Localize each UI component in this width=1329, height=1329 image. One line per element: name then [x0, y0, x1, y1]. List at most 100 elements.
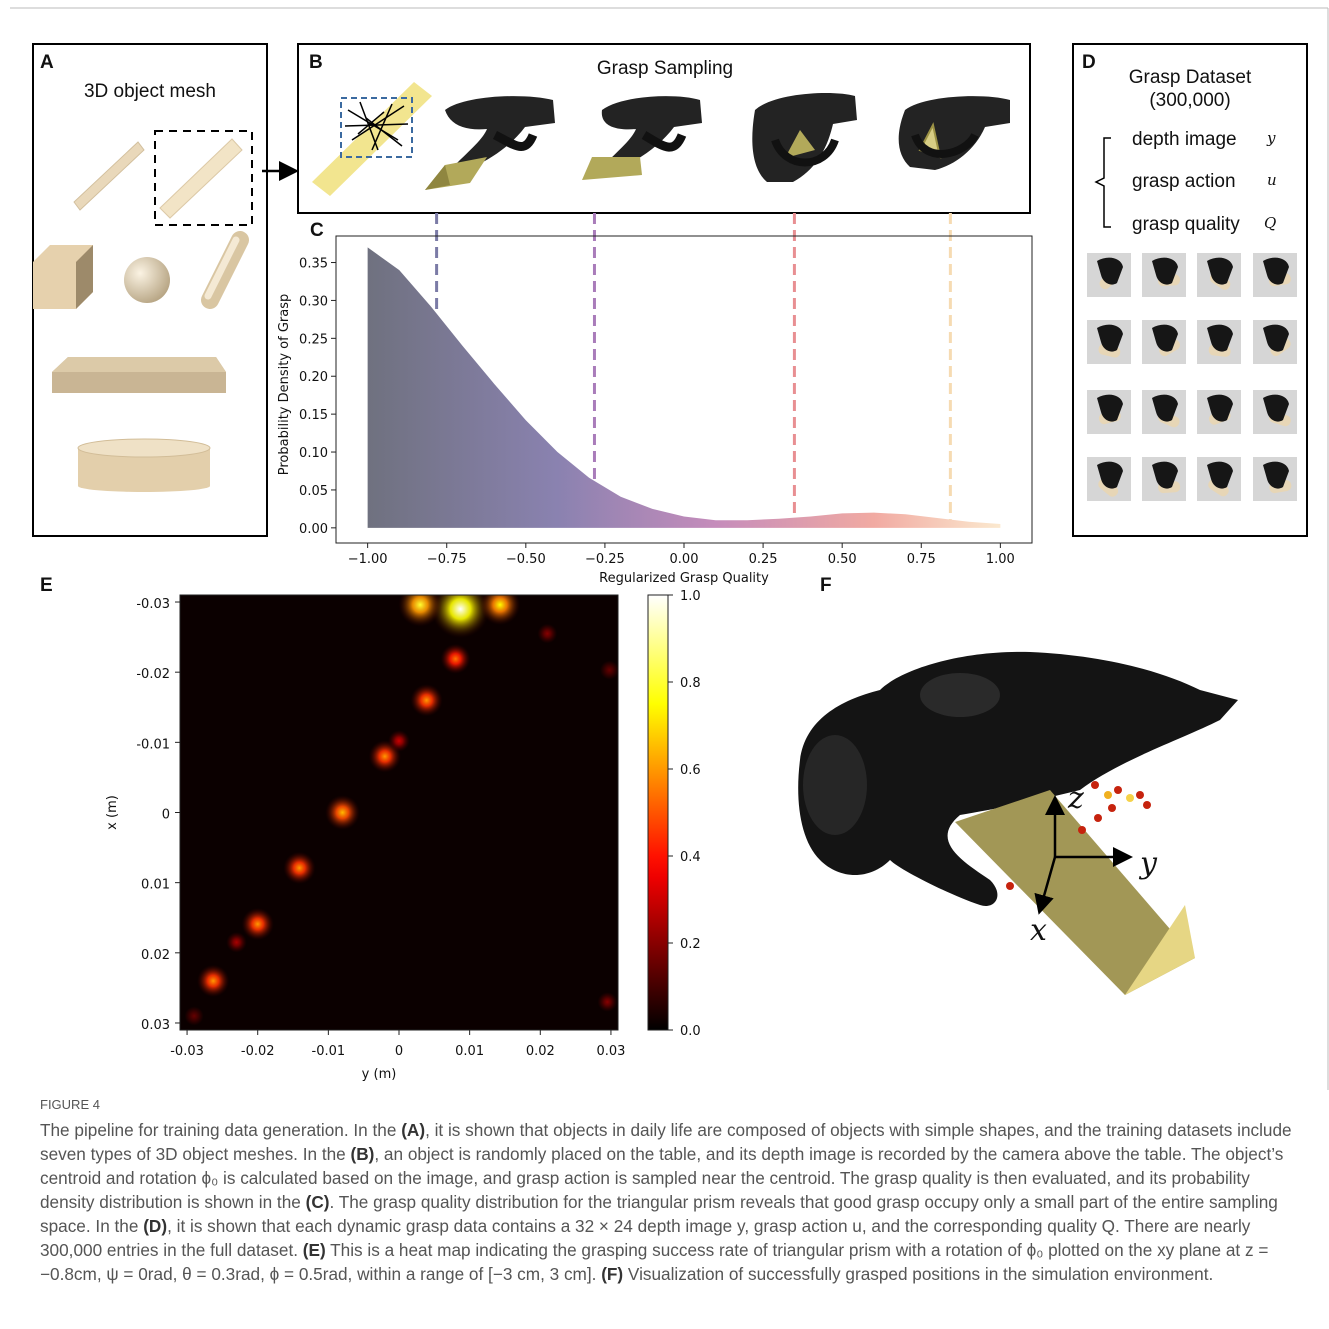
grasp-illustration — [425, 93, 1010, 190]
figure-label: FIGURE 4 — [40, 1097, 1308, 1112]
y-tick-label: 0.10 — [299, 446, 328, 461]
dataset-item: grasp action — [1132, 171, 1236, 192]
heat-spot — [197, 965, 229, 997]
x-tick-label: -0.03 — [170, 1044, 204, 1059]
hand-wrist — [803, 735, 867, 835]
dataset-symbol: y — [1266, 129, 1276, 147]
colorbar-tick-label: 0.6 — [680, 763, 701, 778]
heat-spot — [538, 624, 558, 644]
caption-segment: Visualization of successfully grasped po… — [623, 1264, 1213, 1284]
panel-title: Grasp Sampling — [597, 58, 733, 79]
colorbar — [648, 595, 668, 1030]
y-tick-label: 0.15 — [299, 408, 328, 423]
x-axis-label: y (m) — [362, 1067, 397, 1082]
caption-ref: (D) — [143, 1216, 167, 1236]
mesh-bar — [74, 142, 144, 210]
axis-name: y — [1138, 846, 1158, 881]
y-tick-label: 0.35 — [299, 257, 328, 272]
y-tick-label: 0.00 — [299, 522, 328, 537]
mesh-slab-top — [52, 357, 226, 372]
heatmap-background — [180, 595, 618, 1030]
dataset-symbol: u — [1267, 171, 1277, 189]
panel-label: F — [820, 575, 832, 596]
x-tick-label: 0.25 — [749, 552, 778, 567]
y-tick-label: 0.20 — [299, 370, 328, 385]
caption-ref: (F) — [601, 1264, 623, 1284]
thumbnail-grid — [1087, 253, 1297, 501]
heat-spot — [440, 644, 470, 674]
panel-label: D — [1082, 52, 1096, 73]
x-tick-label: 1.00 — [986, 552, 1015, 567]
dataset-item: depth image — [1132, 129, 1237, 150]
figure: A 3D object mesh B Grasp Sampling C D Gr… — [0, 0, 1329, 1090]
area — [368, 247, 1001, 527]
y-tick-label: -0.03 — [136, 597, 170, 612]
axis-name: z — [1067, 781, 1084, 816]
page: { "panels":{ "a":{"label":"A","title":"3… — [0, 0, 1329, 1329]
y-tick-label: 0.01 — [141, 878, 170, 893]
y-axis-label: x (m) — [105, 795, 120, 830]
heat-spot — [480, 585, 521, 626]
y-tick-label: 0.02 — [141, 948, 170, 963]
panel-label: C — [310, 220, 324, 241]
heat-spot — [410, 684, 442, 716]
y-tick-label: 0.25 — [299, 332, 328, 347]
heat-spot — [598, 992, 618, 1012]
heat-spot — [185, 1007, 204, 1026]
x-tick-label: 0.75 — [907, 552, 936, 567]
dataset-symbol: Q — [1264, 214, 1276, 232]
x-tick-label: −0.75 — [427, 552, 467, 567]
y-tick-label: -0.01 — [136, 737, 170, 752]
y-tick-label: -0.02 — [136, 667, 170, 682]
bracket — [1096, 138, 1111, 227]
y-tick-label: 0.03 — [141, 1018, 170, 1033]
y-axis-label: Probability Density of Grasp — [277, 294, 292, 475]
axis-name: x — [1030, 913, 1047, 948]
y-tick-label: 0 — [162, 808, 170, 823]
x-tick-label: 0.50 — [828, 552, 857, 567]
panel-title: 3D object mesh — [84, 81, 216, 102]
panel-label: B — [309, 52, 323, 73]
mesh-disk-top — [78, 439, 210, 457]
x-tick-label: -0.01 — [312, 1044, 346, 1059]
x-tick-label: 0.01 — [455, 1044, 484, 1059]
heat-spot — [325, 795, 360, 830]
colorbar-tick-label: 0.8 — [680, 676, 701, 691]
heat-spot — [600, 661, 619, 680]
colorbar-tick-label: 1.0 — [680, 589, 701, 604]
x-tick-label: −0.25 — [585, 552, 625, 567]
x-tick-label: −0.50 — [506, 552, 546, 567]
y-tick-label: 0.05 — [299, 484, 328, 499]
caption: FIGURE 4 The pipeline for training data … — [40, 1097, 1308, 1286]
x-tick-label: 0.03 — [596, 1044, 625, 1059]
caption-segment: The pipeline for training data generatio… — [40, 1120, 401, 1140]
dataset-item: grasp quality — [1132, 214, 1240, 235]
simulation-scene: z y x — [798, 652, 1238, 995]
x-tick-label: −1.00 — [348, 552, 388, 567]
panel-label: A — [40, 52, 54, 73]
caption-ref: (E) — [303, 1240, 326, 1260]
hand-palm-detail — [920, 673, 1000, 717]
caption-ref: (B) — [351, 1144, 375, 1164]
heat-spot — [398, 583, 442, 627]
mesh-sphere — [124, 257, 170, 303]
mesh-bar — [160, 139, 242, 218]
heat-spot — [226, 932, 247, 953]
mesh-capsule — [210, 240, 240, 300]
caption-ref: (A) — [401, 1120, 425, 1140]
caption-text: The pipeline for training data generatio… — [40, 1118, 1308, 1286]
x-tick-label: 0.02 — [526, 1044, 555, 1059]
heat-spot — [283, 852, 315, 884]
x-tick-label: 0.00 — [670, 552, 699, 567]
dataset-count: (300,000) — [1149, 90, 1230, 111]
panel-label: E — [40, 575, 53, 596]
colorbar-tick-label: 0.4 — [680, 850, 701, 865]
colorbar-tick-label: 0.2 — [680, 937, 701, 952]
caption-ref: (C) — [306, 1192, 330, 1212]
x-tick-label: -0.02 — [241, 1044, 275, 1059]
x-axis-label: Regularized Grasp Quality — [599, 571, 769, 586]
colorbar-tick-label: 0.0 — [680, 1024, 701, 1039]
heat-spot — [242, 908, 274, 940]
mesh-disk — [78, 480, 210, 492]
y-tick-label: 0.30 — [299, 294, 328, 309]
